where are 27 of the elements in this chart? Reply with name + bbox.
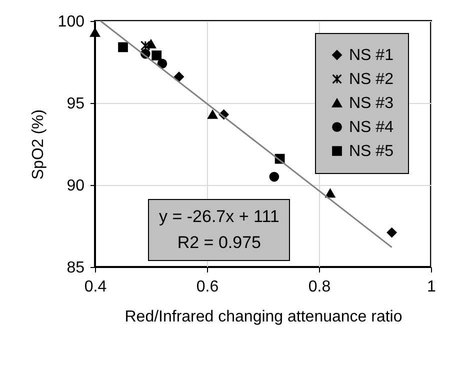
- point: [146, 40, 156, 48]
- point: [90, 28, 100, 37]
- y-tick-label: 95: [66, 96, 85, 112]
- x-tick-label: 0.8: [308, 278, 331, 296]
- legend-label: NS #2: [349, 71, 394, 88]
- point: [118, 42, 128, 52]
- y-tick-label: 100: [58, 14, 85, 30]
- legend-label: NS #1: [349, 47, 394, 64]
- point: [386, 228, 397, 238]
- point: [269, 172, 280, 182]
- x-axis-title: Red/Infrared changing attenuance ratio: [124, 308, 402, 326]
- point: [325, 188, 336, 198]
- legend-label: NS #3: [349, 95, 394, 112]
- x-tick-label: 0.6: [196, 278, 219, 296]
- annotation: y = -26.7x + 111: [159, 206, 280, 228]
- x-tick-label: 1: [427, 278, 436, 296]
- x-tick-label: 0.4: [84, 278, 107, 296]
- point: [152, 50, 162, 60]
- y-tick-label: 90: [66, 178, 85, 194]
- point: [140, 40, 150, 51]
- y-axis-title: SpO2 (%): [30, 109, 47, 180]
- point: [174, 72, 184, 82]
- legend-label: NS #5: [349, 143, 394, 160]
- legend-label: NS #4: [349, 119, 394, 136]
- y-tick-label: 85: [66, 260, 85, 276]
- point: [208, 110, 218, 119]
- annotation: R2 = 0.975: [176, 232, 262, 254]
